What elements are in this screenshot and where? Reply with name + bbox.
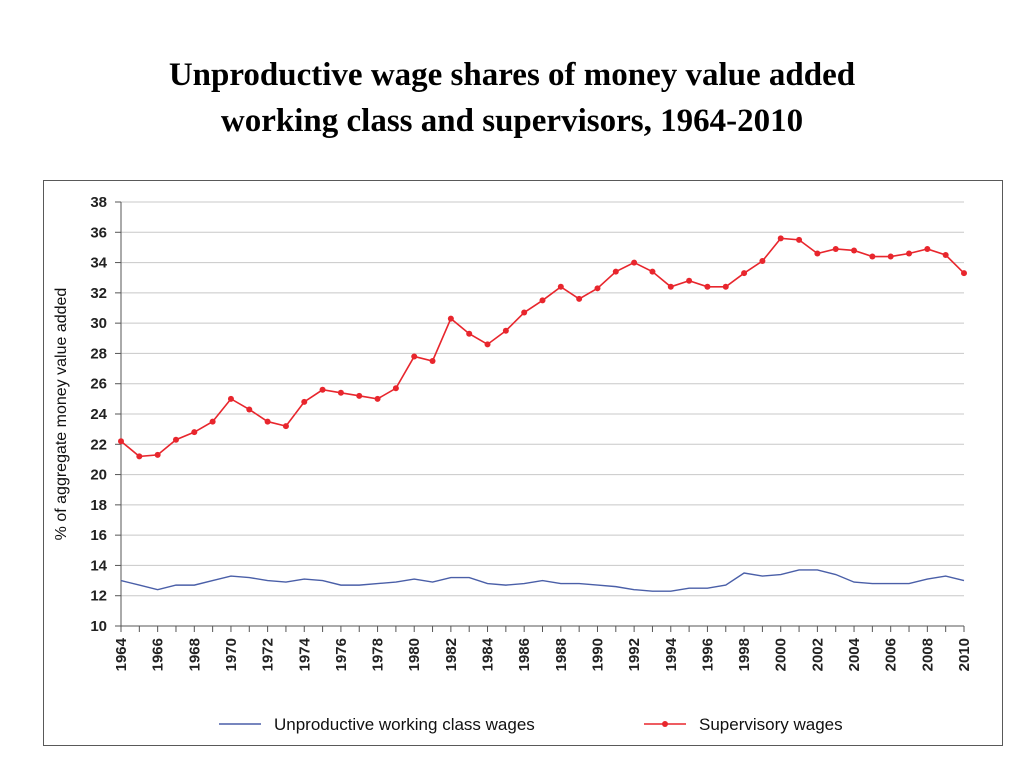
x-tick-label: 2000 — [773, 638, 790, 671]
data-point — [612, 268, 619, 275]
x-tick-label: 1980 — [406, 638, 423, 671]
data-point — [942, 252, 949, 258]
x-tick-label: 1972 — [260, 638, 277, 671]
series-line — [120, 569, 965, 592]
x-tick-label: 1992 — [626, 638, 643, 671]
x-tick-label: 2010 — [956, 638, 973, 671]
y-tick-label: 38 — [90, 194, 107, 211]
y-tick-label: 12 — [90, 588, 107, 605]
y-tick-label: 22 — [90, 436, 107, 453]
x-tick-label: 1978 — [370, 638, 387, 671]
data-point — [319, 386, 326, 393]
x-tick-label: 1970 — [223, 638, 240, 671]
data-point — [667, 283, 674, 290]
data-point — [374, 395, 381, 402]
data-point — [594, 285, 601, 292]
data-point — [429, 358, 436, 364]
x-tick-label: 2004 — [846, 637, 863, 671]
data-point — [246, 406, 253, 413]
y-axis-label: % of aggregate money value added — [53, 288, 70, 541]
y-tick-label: 26 — [90, 376, 107, 393]
x-tick-label: 1990 — [589, 638, 606, 671]
legend-label: Unproductive working class wages — [274, 715, 535, 734]
data-point — [832, 245, 839, 252]
data-point — [411, 353, 418, 360]
chart-frame: % of aggregate money value added 10 12 14 1… — [43, 180, 1003, 746]
data-point — [337, 389, 344, 396]
data-point — [227, 395, 234, 402]
x-tick-label: 1998 — [736, 638, 753, 671]
data-point — [777, 235, 784, 242]
y-tick-label: 32 — [90, 285, 107, 302]
data-point — [722, 283, 729, 290]
data-point — [924, 245, 931, 252]
data-point — [759, 258, 766, 265]
x-tick-label: 1976 — [333, 638, 350, 671]
data-point — [447, 315, 454, 322]
data-point — [814, 250, 821, 257]
y-tick-label: 10 — [90, 618, 107, 635]
x-tick-label: 1988 — [553, 638, 570, 671]
x-tick-label: 1994 — [663, 637, 680, 671]
data-point — [502, 327, 509, 334]
data-point — [392, 385, 399, 392]
x-tick-label: 1968 — [186, 638, 203, 671]
slide-title: Unproductive wage shares of money value … — [0, 52, 1024, 144]
legend-marker — [662, 721, 668, 727]
y-tick-label: 14 — [90, 557, 107, 574]
y-tick-label: 24 — [90, 406, 107, 423]
data-point — [136, 453, 143, 460]
data-point — [209, 418, 216, 425]
y-tick-label: 34 — [90, 255, 107, 272]
data-point — [851, 247, 858, 254]
y-tick-label: 20 — [90, 467, 107, 484]
slide-title-line-2: working class and supervisors, 1964-2010 — [220, 103, 804, 139]
data-point — [631, 259, 638, 266]
x-tick-label: 1966 — [150, 638, 167, 671]
data-point — [887, 253, 894, 260]
x-tick-label: 1964 — [113, 637, 130, 671]
data-point — [686, 277, 693, 284]
slide-title-line-1: Unproductive wage shares of money value … — [168, 57, 856, 93]
data-point — [301, 398, 308, 405]
data-point — [191, 429, 198, 436]
x-tick-label: 2006 — [883, 638, 900, 671]
x-tick-label: 2002 — [809, 638, 826, 671]
data-point — [484, 341, 491, 348]
data-point — [741, 270, 748, 277]
legend-label: Supervisory wages — [699, 715, 843, 734]
data-point — [576, 295, 583, 302]
data-point — [356, 392, 363, 399]
data-point — [539, 297, 546, 304]
y-tick-label: 16 — [90, 527, 107, 544]
y-tick-label: 18 — [90, 497, 107, 514]
data-point — [172, 436, 179, 443]
y-tick-label: 28 — [90, 345, 107, 362]
data-point — [961, 270, 967, 277]
data-point — [649, 268, 656, 275]
data-point — [557, 283, 564, 290]
x-tick-label: 1984 — [480, 637, 497, 671]
series-line — [120, 237, 965, 458]
data-point — [796, 236, 803, 243]
data-point — [869, 253, 876, 260]
x-tick-label: 2008 — [919, 638, 936, 671]
x-tick-label: 1982 — [443, 638, 460, 671]
data-point — [906, 250, 913, 257]
line-chart: % of aggregate money value added 10 12 14 1… — [53, 194, 973, 734]
x-tick-label: 1986 — [516, 638, 533, 671]
data-point — [704, 283, 711, 290]
x-tick-label: 1996 — [699, 638, 716, 671]
y-tick-label: 30 — [90, 315, 107, 332]
data-point — [466, 330, 473, 337]
y-tick-label: 36 — [90, 224, 107, 241]
data-point — [521, 309, 528, 316]
data-point — [282, 423, 289, 430]
data-point — [118, 438, 124, 445]
data-point — [264, 418, 271, 425]
data-point — [154, 451, 161, 458]
x-tick-label: 1974 — [296, 637, 313, 671]
